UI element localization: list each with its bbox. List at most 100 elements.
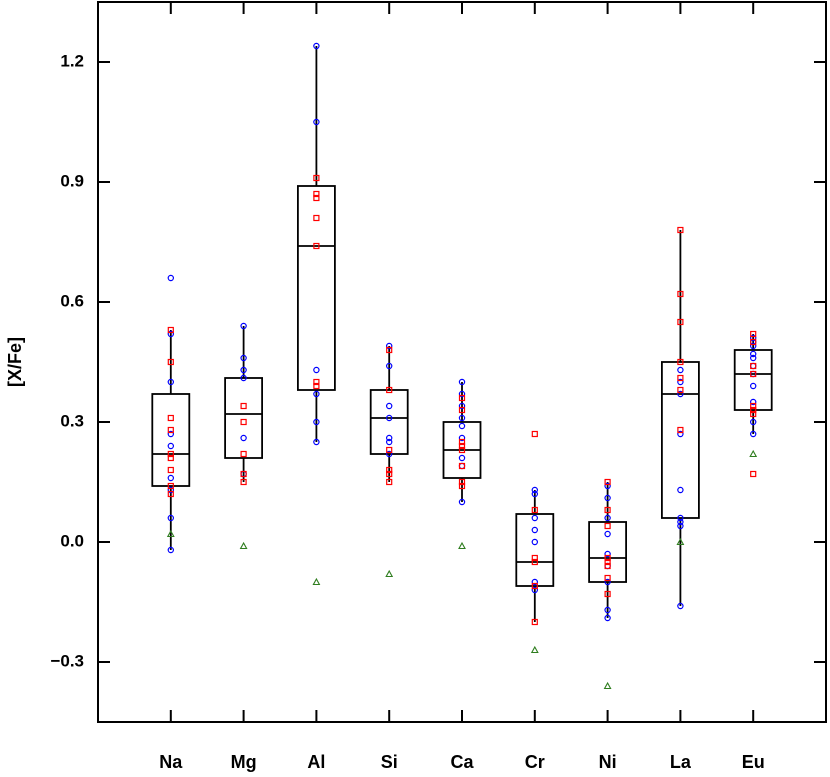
point-square: [750, 338, 757, 346]
point-square: [313, 194, 320, 202]
box: [733, 349, 773, 411]
point-circle: [240, 354, 247, 362]
point-triangle: [312, 577, 321, 586]
point-circle: [531, 586, 539, 594]
point-square: [313, 382, 320, 390]
point-square: [604, 522, 611, 530]
x-tick-label: La: [670, 752, 692, 772]
point-circle: [167, 474, 174, 482]
point-circle: [240, 374, 247, 382]
point-square: [240, 450, 247, 458]
point-circle: [458, 422, 466, 430]
point-circle: [750, 382, 757, 390]
x-tick-label: Si: [381, 752, 398, 772]
point-square: [386, 346, 393, 354]
point-triangle: [239, 541, 248, 550]
point-square: [531, 558, 538, 566]
point-circle: [386, 362, 393, 370]
point-circle: [531, 514, 539, 522]
point-circle: [458, 414, 466, 422]
point-square: [604, 574, 611, 582]
point-square: [458, 482, 466, 490]
point-circle: [604, 530, 611, 538]
point-square: [531, 430, 538, 438]
point-square: [458, 478, 466, 486]
point-square: [531, 554, 538, 562]
point-circle: [750, 342, 757, 350]
point-square: [167, 414, 174, 422]
plot-frame: [97, 1, 827, 723]
point-triangle: [385, 569, 394, 578]
box: [296, 185, 336, 391]
point-circle: [677, 430, 684, 438]
point-square: [167, 466, 174, 474]
point-square: [677, 226, 684, 234]
point-square: [604, 478, 611, 486]
point-square: [167, 450, 174, 458]
point-square: [313, 242, 320, 250]
y-tick-label: 1.2: [60, 51, 84, 70]
point-square: [240, 470, 247, 478]
x-tick-label: Ca: [450, 752, 474, 772]
point-circle: [677, 378, 684, 386]
y-tick-label: −0.3: [50, 651, 84, 670]
point-circle: [167, 514, 174, 522]
point-triangle: [530, 645, 539, 654]
point-circle: [677, 522, 684, 530]
x-tick-label: Ni: [599, 752, 617, 772]
point-square: [386, 466, 393, 474]
point-circle: [604, 578, 611, 586]
point-circle: [677, 486, 684, 494]
box: [515, 513, 555, 587]
point-circle: [458, 378, 466, 386]
point-circle: [750, 354, 757, 362]
point-circle: [313, 366, 320, 374]
point-circle: [458, 454, 466, 462]
point-circle: [604, 606, 611, 614]
box: [661, 361, 700, 519]
point-triangle: [166, 529, 175, 538]
x-tick-label: Cr: [525, 752, 545, 772]
point-circle: [750, 350, 757, 358]
point-circle: [458, 434, 466, 442]
point-square: [750, 362, 757, 370]
point-square: [458, 406, 466, 414]
point-square: [167, 490, 174, 498]
point-circle: [386, 450, 393, 458]
point-square: [167, 454, 174, 462]
point-circle: [750, 362, 757, 370]
point-square: [750, 470, 757, 478]
point-circle: [531, 538, 539, 546]
point-circle: [167, 330, 174, 338]
point-circle: [531, 578, 539, 586]
point-circle: [386, 414, 393, 422]
point-square: [677, 386, 684, 394]
point-circle: [458, 498, 466, 506]
point-circle: [531, 526, 539, 534]
point-circle: [313, 42, 320, 50]
point-square: [386, 470, 393, 478]
point-circle: [240, 366, 247, 374]
box: [151, 393, 191, 487]
point-circle: [458, 402, 466, 410]
point-circle: [458, 462, 466, 470]
point-square: [313, 190, 320, 198]
point-triangle: [676, 537, 685, 546]
point-circle: [750, 334, 757, 342]
point-square: [750, 370, 757, 378]
point-square: [458, 442, 466, 450]
point-square: [677, 318, 684, 326]
point-circle: [677, 518, 684, 526]
point-triangle: [458, 541, 466, 550]
point-circle: [167, 378, 174, 386]
point-circle: [386, 438, 393, 446]
point-square: [458, 462, 466, 470]
point-circle: [750, 398, 757, 406]
point-circle: [677, 390, 684, 398]
point-circle: [604, 550, 611, 558]
point-circle: [313, 118, 320, 126]
point-circle: [604, 482, 611, 490]
point-square: [386, 446, 393, 454]
point-square: [386, 478, 393, 486]
